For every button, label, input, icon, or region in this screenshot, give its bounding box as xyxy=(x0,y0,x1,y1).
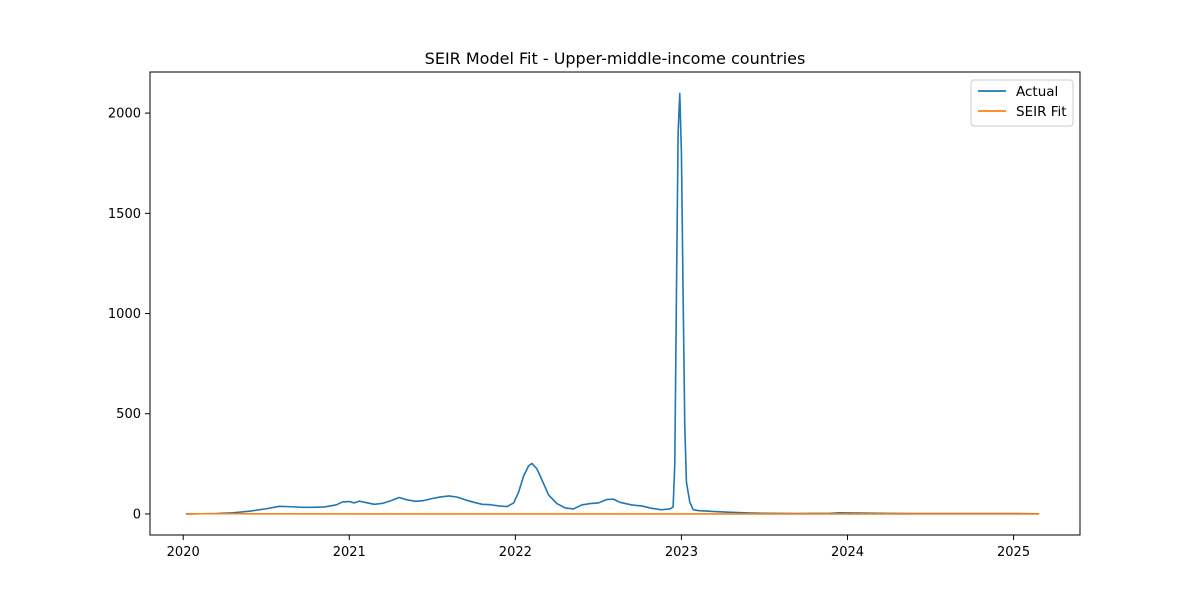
x-tick-label: 2021 xyxy=(333,545,366,560)
x-tick-label: 2024 xyxy=(831,545,864,560)
x-tick-label: 2023 xyxy=(665,545,698,560)
x-tick-label: 2022 xyxy=(499,545,532,560)
y-tick-label: 2000 xyxy=(108,107,141,122)
x-tick-label: 2020 xyxy=(167,545,200,560)
plot-frame xyxy=(149,71,1081,536)
x-axis: 2020 2021 2022 2023 2024 2025 xyxy=(167,535,1030,560)
y-axis: 0 500 1000 1500 2000 xyxy=(108,107,150,522)
x-tick-label: 2025 xyxy=(997,545,1030,560)
legend: Actual SEIR Fit xyxy=(970,79,1074,127)
plot-area xyxy=(150,72,1080,535)
y-tick-label: 0 xyxy=(133,507,141,522)
legend-label: SEIR Fit xyxy=(1016,104,1067,120)
y-tick-label: 1000 xyxy=(108,307,141,322)
series-line-actual xyxy=(185,92,1040,515)
series-layer xyxy=(185,92,1040,515)
y-tick-label: 500 xyxy=(116,407,141,422)
y-tick-label: 1500 xyxy=(108,207,141,222)
legend-label: Actual xyxy=(1016,84,1058,100)
chart-title: SEIR Model Fit - Upper-middle-income cou… xyxy=(425,49,806,68)
